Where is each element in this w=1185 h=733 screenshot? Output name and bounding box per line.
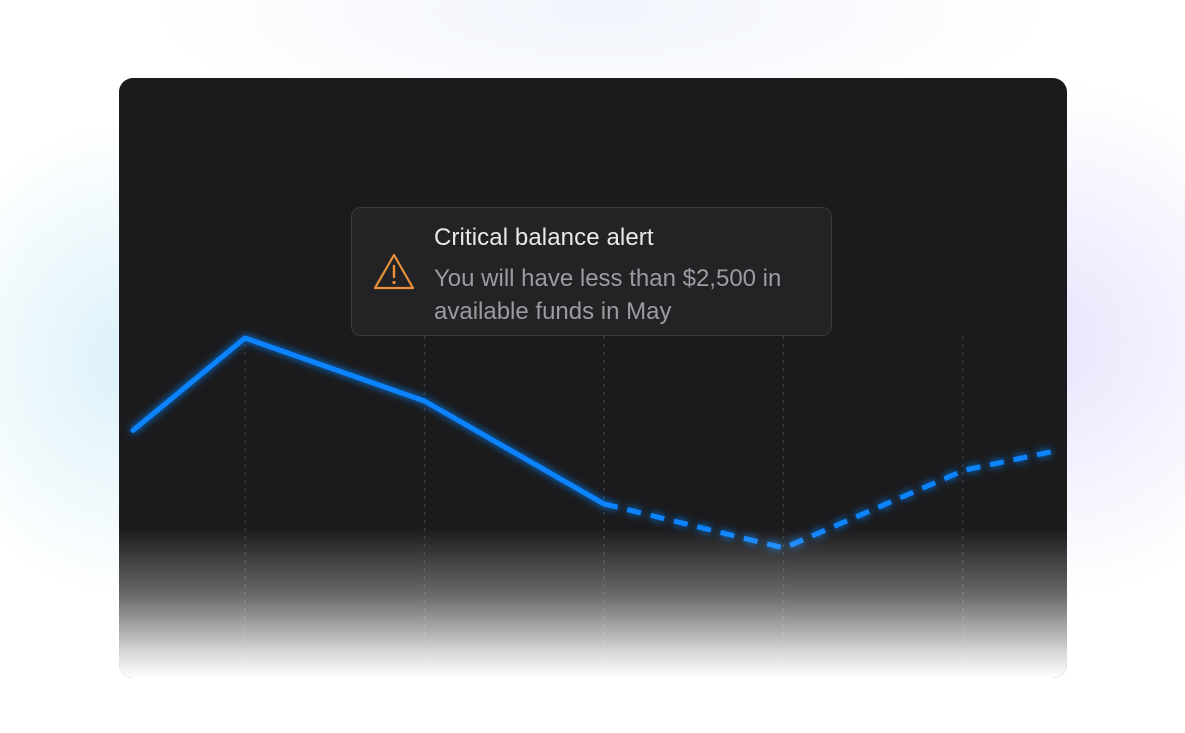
actual-balance-line (130, 335, 607, 507)
alert-message: You will have less than $2,500 in availa… (434, 265, 782, 325)
alert-title: Critical balance alert (434, 224, 654, 251)
projected-balance-line (603, 448, 1054, 551)
warning-icon (373, 253, 415, 290)
critical-balance-alert[interactable]: Critical balance alert You will have les… (351, 207, 832, 336)
balance-line-chart (130, 335, 1054, 678)
balance-chart-card: Critical balance alert You will have les… (119, 78, 1067, 678)
